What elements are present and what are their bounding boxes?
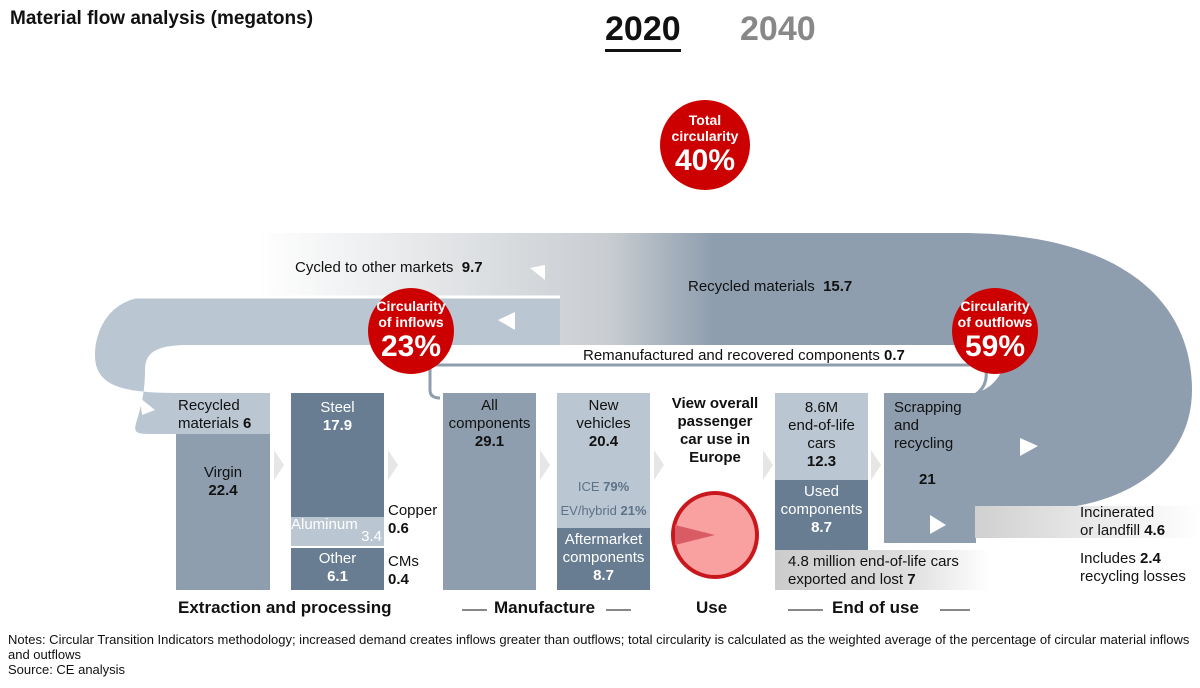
incinerated-flow <box>975 506 1200 538</box>
aluminum-box: Aluminum 3.4 <box>291 516 384 545</box>
cms-label: CMs 0.4 <box>388 553 419 588</box>
use-pie-chart <box>671 491 759 579</box>
chevron-icons <box>274 450 881 480</box>
stage-extraction: Extraction and processing <box>178 598 392 617</box>
cycled-label: Cycled to other markets 9.7 <box>295 259 483 276</box>
exported-label: 4.8 million end-of-life cars exported and… <box>788 553 959 588</box>
stage-end-of-use: End of use <box>832 598 919 617</box>
scrapping-box: Scrapping and recycling 21 <box>894 399 962 488</box>
label: circularity <box>671 128 739 144</box>
aftermarket-box: Aftermarket components 8.7 <box>557 528 650 590</box>
notes: Notes: Circular Transition Indicators me… <box>8 632 1198 677</box>
all-components-box: All components 29.1 <box>443 393 536 590</box>
incinerated-label: Incinerated or landfill 4.6 <box>1080 504 1166 539</box>
label: Circularity <box>376 298 446 314</box>
outflows-circularity-badge: Circularity of outflows 59% <box>952 288 1038 374</box>
copper-label: Copper 0.6 <box>388 502 438 537</box>
eol-cars-box: 8.6M end-of-life cars 12.3 <box>775 393 868 480</box>
value: 40% <box>674 144 736 177</box>
notes-text: Notes: Circular Transition Indicators me… <box>8 632 1190 662</box>
other-box: Other 6.1 <box>291 548 384 590</box>
new-vehicles-box: New vehicles 20.4 ICE 79% EV/hybrid 21% <box>557 393 650 528</box>
copper-bar <box>291 542 384 546</box>
label: of inflows <box>378 314 444 330</box>
reman-label: Remanufactured and recovered components … <box>583 347 905 364</box>
value: 59% <box>964 330 1026 363</box>
recycled-flow-label: Recycled materials 15.7 <box>688 278 853 295</box>
source-text: Source: CE analysis <box>8 662 126 677</box>
recycled-materials-box: Recycled materials 6 <box>176 393 270 434</box>
label: Circularity <box>960 298 1030 314</box>
value: 23% <box>380 330 442 363</box>
exported-flow <box>775 550 990 590</box>
inflows-circularity-badge: Circularity of inflows 23% <box>368 288 454 374</box>
page-title: Material flow analysis (megatons) <box>10 8 314 29</box>
stage-use: Use <box>696 598 728 617</box>
arrow-icons <box>140 265 1038 534</box>
recycling-losses-label: Includes 2.4 recycling losses <box>1080 550 1186 585</box>
virgin-box: Virgin 22.4 <box>176 434 270 590</box>
view-car-use-link[interactable]: View overall passenger car use in Europe <box>671 395 759 466</box>
ev-share: EV/hybrid 21% <box>560 503 647 518</box>
steel-box: Steel 17.9 <box>291 393 384 517</box>
used-components-box: Used components 8.7 <box>775 480 868 550</box>
label: Total <box>688 112 722 128</box>
ice-share: ICE 79% <box>577 479 630 494</box>
stage-manufacture: Manufacture <box>494 598 596 617</box>
tab-2020[interactable]: 2020 <box>605 10 681 52</box>
recycled-materials-flow <box>130 233 1192 510</box>
total-circularity-badge: Total circularity 40% <box>660 100 750 190</box>
tab-2040[interactable]: 2040 <box>740 10 816 48</box>
label: of outflows <box>957 314 1033 330</box>
